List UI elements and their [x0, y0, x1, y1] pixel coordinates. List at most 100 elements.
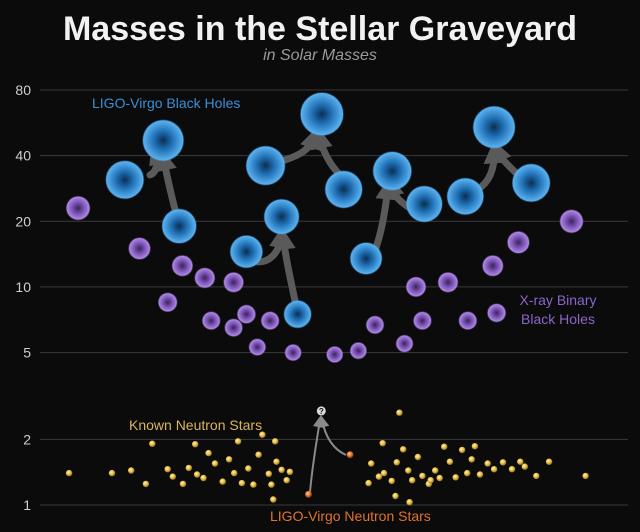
ligo-virgo-black-hole-point [372, 151, 413, 191]
xray-binary-black-hole-point [223, 271, 244, 293]
xray-binary-black-hole-point [487, 303, 507, 323]
ligo-virgo-neutron-star-point [346, 451, 354, 459]
y-tick-labels: 1 2 5 10 20 40 80 [15, 82, 31, 513]
ligo-virgo-black-hole-point [349, 242, 383, 275]
ligo-virgo-black-hole-point [283, 300, 312, 329]
xray-binary-black-hole-point [326, 345, 344, 364]
known-neutron-star-point [272, 438, 279, 445]
xray-binary-black-hole-point [395, 334, 414, 353]
known-neutron-star-point [200, 474, 207, 482]
known-neutron-star-point [219, 478, 226, 485]
xray-binary-black-hole-point [413, 311, 432, 331]
ligo-virgo-black-hole-point [245, 145, 286, 186]
series-label-xray-binary-black-holes: X-ray Binary [519, 292, 596, 308]
known-neutron-star-point [380, 469, 388, 477]
ligo-virgo-black-hole-point [511, 163, 551, 203]
y-tick-label: 1 [23, 497, 31, 513]
known-neutron-star-point [283, 477, 290, 484]
known-neutron-star-point [499, 459, 507, 466]
y-tick-label: 10 [15, 279, 31, 295]
series-label-ligo-virgo-black-holes: LIGO-Virgo Black Holes [92, 95, 240, 111]
known-neutron-star-point [128, 467, 135, 474]
xray-binary-black-hole-point [201, 311, 221, 331]
known-neutron-star-point [379, 440, 386, 447]
known-neutron-star-point [484, 460, 491, 467]
known-neutron-star-point [250, 481, 257, 488]
annotations: ? [316, 406, 326, 416]
ligo-virgo-black-hole-point [446, 177, 485, 216]
unknown-remnant-label: ? [319, 407, 324, 416]
known-neutron-star-point [234, 438, 242, 445]
known-neutron-star-point [508, 466, 516, 473]
known-neutron-star-point [149, 440, 156, 447]
series-label-ligo-virgo-neutron-stars: LIGO-Virgo Neutron Stars [270, 508, 431, 524]
known-neutron-star-point [179, 480, 187, 488]
known-neutron-star-point [452, 474, 459, 481]
known-neutron-star-point [259, 431, 266, 438]
known-neutron-star-point [476, 471, 484, 478]
xray-binary-black-hole-point [236, 304, 256, 324]
known-neutron-star-point [270, 496, 277, 503]
known-neutron-star-point [432, 467, 439, 474]
ligo-virgo-black-hole-point [405, 185, 443, 223]
series-label-known-neutron-stars: Known Neutron Stars [129, 417, 262, 433]
known-neutron-star-point [545, 458, 553, 465]
merger-arrow [273, 227, 300, 310]
known-neutron-star-point [521, 463, 528, 470]
xray-binary-black-hole-point [437, 271, 459, 293]
known-neutron-star-point [205, 449, 212, 457]
known-neutron-star-point [533, 472, 540, 480]
known-neutron-star-point [400, 446, 407, 453]
known-neutron-star-point [468, 456, 475, 463]
xray-binary-black-hole-point [405, 276, 427, 298]
known-neutron-star-point [490, 466, 498, 473]
neutron-star-merger-arrows [309, 415, 347, 493]
known-neutron-star-point [255, 451, 262, 458]
known-neutron-star-point [108, 469, 116, 477]
ligo-virgo-black-hole-point [142, 119, 185, 162]
merger-arrow [310, 126, 344, 179]
known-neutron-star-point [193, 471, 201, 478]
ligo-virgo-black-hole-point [263, 198, 300, 235]
ligo-virgo-black-hole-point [472, 105, 516, 149]
known-neutron-star-point [185, 464, 192, 472]
known-neutron-star-point [471, 443, 479, 450]
xray-binary-black-hole-point [171, 255, 194, 277]
known-neutron-star-point [238, 479, 246, 487]
known-neutron-star-point [225, 456, 233, 463]
ligo-virgo-black-hole-point [324, 170, 363, 209]
known-neutron-star-point [245, 465, 252, 472]
known-neutron-star-point [441, 443, 448, 450]
y-tick-label: 5 [23, 345, 31, 361]
ligo-virgo-black-hole-point [299, 92, 344, 137]
xray-binary-black-hole-point [65, 195, 91, 221]
xray-binary-black-hole-point [458, 311, 478, 331]
known-neutron-star-point [427, 477, 434, 484]
known-neutron-star-point [409, 477, 416, 484]
known-neutron-star-point [414, 453, 422, 461]
data-points [65, 92, 589, 506]
known-neutron-star-point [396, 409, 403, 416]
known-neutron-star-point [406, 499, 413, 506]
known-neutron-star-point [517, 458, 524, 465]
y-tick-label: 20 [15, 213, 31, 229]
ns-merger-arrow [317, 415, 347, 456]
known-neutron-star-point [419, 472, 426, 480]
known-neutron-star-point [192, 441, 199, 448]
known-neutron-star-point [582, 472, 589, 480]
xray-binary-black-hole-point [284, 344, 302, 362]
known-neutron-star-point [458, 446, 466, 454]
xray-binary-black-hole-point [559, 209, 584, 234]
xray-binary-black-hole-point [260, 311, 280, 331]
known-neutron-star-point [231, 469, 238, 477]
known-neutron-star-point [268, 481, 275, 488]
ns-merger-arrow [309, 415, 325, 493]
ligo-virgo-black-hole-point [229, 235, 264, 269]
known-neutron-star-point [405, 467, 412, 474]
y-tick-label: 40 [15, 148, 31, 164]
xray-binary-black-hole-point [349, 342, 368, 360]
y-tick-label: 80 [15, 82, 31, 98]
known-neutron-star-point [388, 477, 395, 485]
xray-binary-black-hole-point [365, 315, 385, 335]
unknown-remnant-marker [316, 406, 326, 416]
